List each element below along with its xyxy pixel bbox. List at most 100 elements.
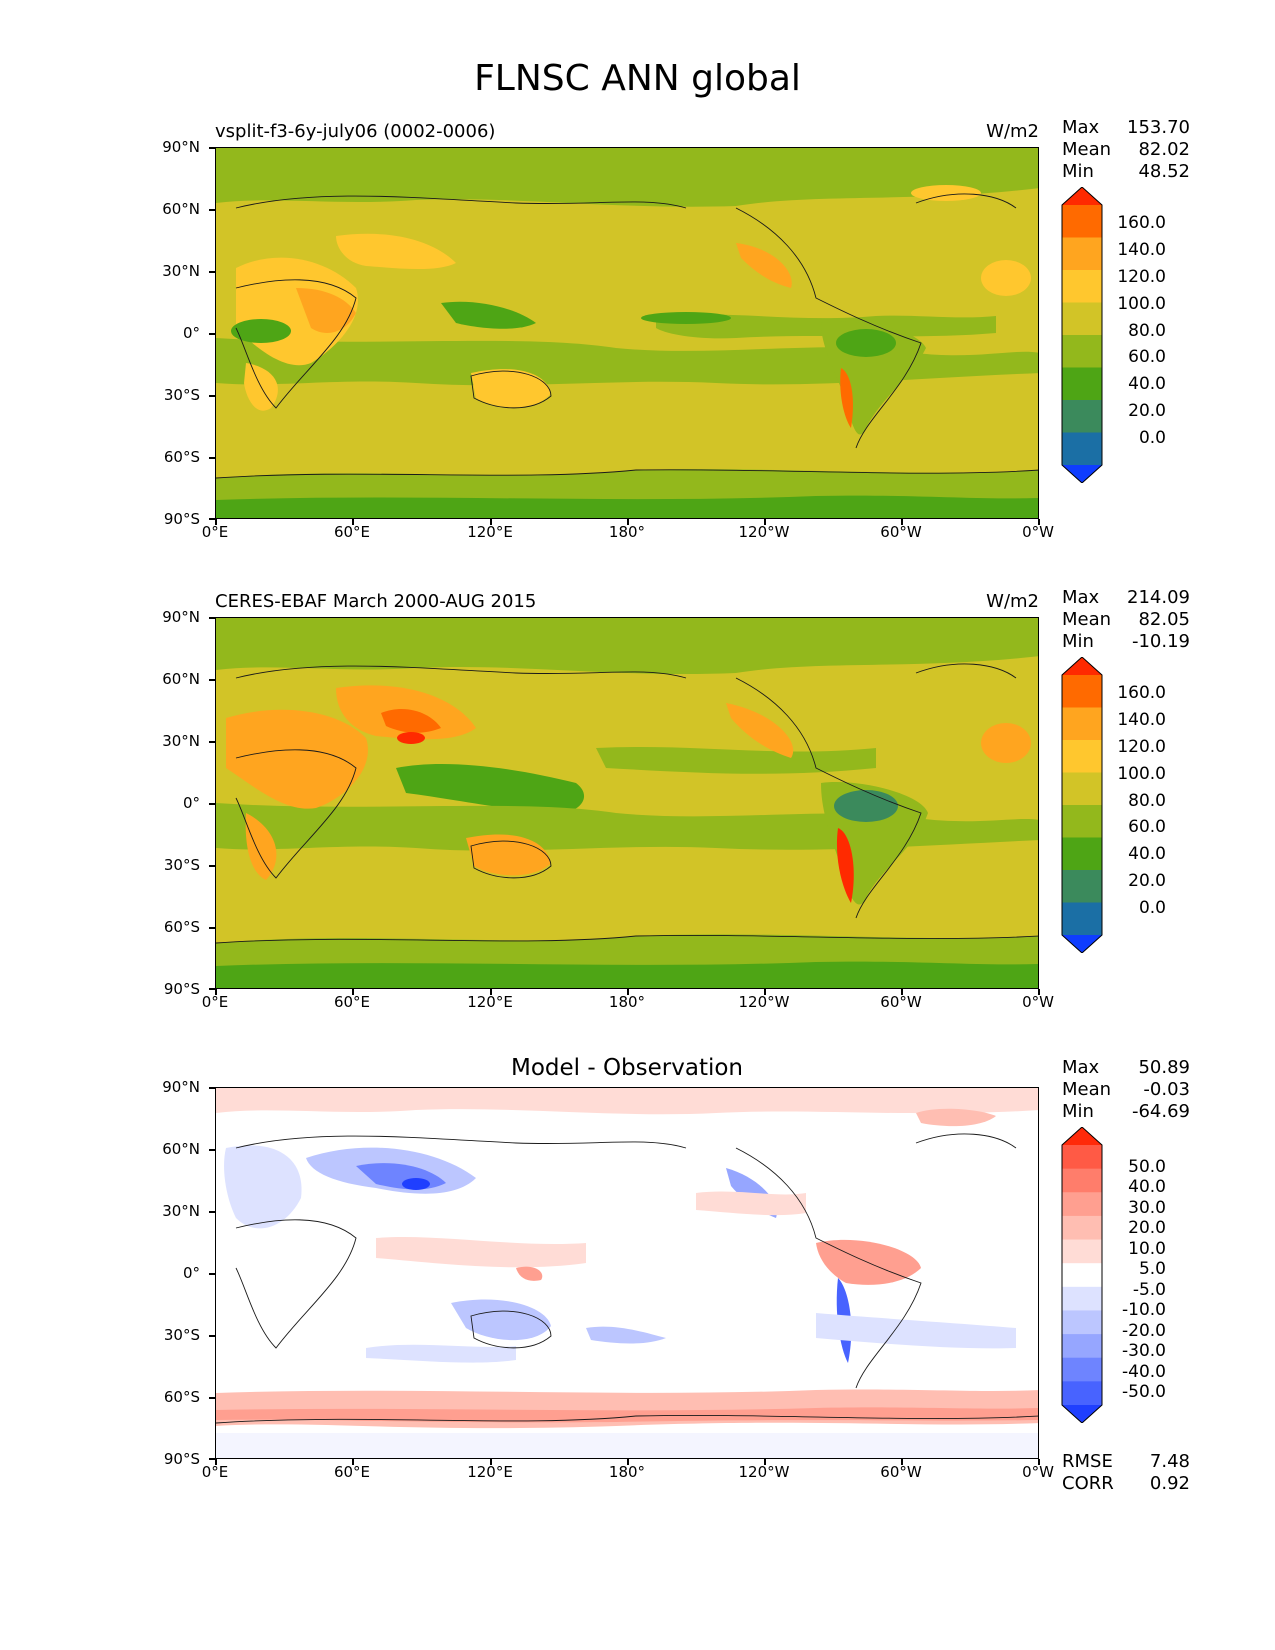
colorbar-swatch xyxy=(1062,1192,1102,1217)
colorbar-extend-max xyxy=(1062,657,1102,675)
colorbar-label: 20.0 xyxy=(1128,401,1166,421)
score-label: CORR xyxy=(1062,1473,1114,1494)
colorbar-swatch xyxy=(1062,870,1102,903)
colorbar-swatch xyxy=(1062,1145,1102,1170)
y-tick-label: 30°N xyxy=(162,732,200,750)
stats-block: Max 153.70 Mean 82.02 Min 48.52 xyxy=(1062,117,1190,183)
stat-label: Max xyxy=(1062,1057,1100,1078)
colorbar-label: 40.0 xyxy=(1128,374,1166,394)
y-tick-label: 60°N xyxy=(162,670,200,688)
x-tick-label: 60°W xyxy=(880,1463,922,1481)
x-tick-label: 0°E xyxy=(201,993,229,1011)
stat-value: -10.19 xyxy=(1131,631,1190,652)
y-tick-label: 0° xyxy=(182,1264,200,1282)
colorbar-label: 40.0 xyxy=(1128,1177,1166,1197)
colorbar-label: -30.0 xyxy=(1122,1341,1166,1361)
stat-label: Mean xyxy=(1062,1079,1112,1100)
colorbar-outline xyxy=(1061,187,1103,483)
colorbar-swatch xyxy=(1062,1263,1102,1288)
colorbar-label: -20.0 xyxy=(1122,1321,1166,1341)
stat-label: Min xyxy=(1062,161,1094,182)
score-value: 0.92 xyxy=(1149,1473,1190,1494)
colorbar-swatch xyxy=(1062,1215,1102,1241)
x-tick-label: 60°E xyxy=(333,523,371,541)
colorbar xyxy=(1061,187,1103,483)
x-tick-label: 0°E xyxy=(201,523,229,541)
colorbar-swatch xyxy=(1062,400,1102,433)
figure-title: FLNSC ANN global xyxy=(474,58,801,99)
colorbar-label: 60.0 xyxy=(1128,817,1166,837)
colorbar-swatch xyxy=(1062,772,1102,806)
colorbar-label: 80.0 xyxy=(1128,321,1166,341)
colorbar-extend-max xyxy=(1062,1127,1102,1145)
y-tick-label: 60°S xyxy=(163,448,200,466)
colorbar-label: -50.0 xyxy=(1122,1382,1166,1402)
colorbar-swatch xyxy=(1062,1168,1102,1193)
y-tick-label: 0° xyxy=(182,324,200,342)
panel-model: vsplit-f3-6y-july06 (0002-0006) W/m2 xyxy=(0,115,1275,555)
y-tick-label: 90°S xyxy=(163,980,200,998)
x-tick-label: 120°W xyxy=(738,523,790,541)
colorbar-extend-min xyxy=(1062,1405,1102,1423)
colorbar-label: 0.0 xyxy=(1138,428,1166,448)
stat-label: Max xyxy=(1062,117,1100,138)
stat-value: 82.02 xyxy=(1138,139,1190,160)
colorbar-label: 140.0 xyxy=(1117,240,1166,260)
colorbar-swatch xyxy=(1062,902,1102,936)
colorbar-label: 120.0 xyxy=(1117,737,1166,757)
colorbar-swatch xyxy=(1062,1381,1102,1406)
colorbar-outline xyxy=(1061,1127,1103,1423)
colorbar-label: 0.0 xyxy=(1138,898,1166,918)
map-model xyxy=(215,147,1039,519)
score-label: RMSE xyxy=(1062,1451,1113,1472)
colorbar-extend-min xyxy=(1062,465,1102,483)
colorbar-swatch xyxy=(1062,367,1102,401)
colorbar-label: 20.0 xyxy=(1128,871,1166,891)
colorbar-swatch xyxy=(1062,805,1102,838)
y-tick-label: 90°N xyxy=(162,1078,200,1096)
colorbar-swatch xyxy=(1062,1310,1102,1335)
colorbar-swatch xyxy=(1062,270,1102,303)
y-tick-label: 90°N xyxy=(162,138,200,156)
colorbar-swatch xyxy=(1062,740,1102,773)
colorbar-label: 60.0 xyxy=(1128,347,1166,367)
panel-left-title: CERES-EBAF March 2000-AUG 2015 xyxy=(215,591,537,612)
stat-label: Min xyxy=(1062,1101,1094,1122)
panel-difference: Model - Observation xyxy=(0,1055,1275,1495)
stat-value: 153.70 xyxy=(1127,117,1190,138)
stats-block: Max 50.89 Mean -0.03 Min -64.69 xyxy=(1062,1057,1190,1123)
panel-units: W/m2 xyxy=(986,591,1039,612)
colorbar-label: 80.0 xyxy=(1128,791,1166,811)
panel-observation: CERES-EBAF March 2000-AUG 2015 W/m2 xyxy=(0,585,1275,1025)
x-tick-label: 0°W xyxy=(1022,993,1054,1011)
colorbar-outline xyxy=(1061,657,1103,953)
stat-value: -0.03 xyxy=(1143,1079,1190,1100)
colorbar-label: 5.0 xyxy=(1138,1259,1166,1279)
colorbar-label: 30.0 xyxy=(1128,1198,1166,1218)
colorbar-label: 10.0 xyxy=(1128,1239,1166,1259)
colorbar-label: 100.0 xyxy=(1117,294,1166,314)
colorbar-swatch xyxy=(1062,675,1102,708)
x-tick-label: 0°W xyxy=(1022,1463,1054,1481)
x-tick-label: 60°W xyxy=(880,523,922,541)
colorbar-swatch xyxy=(1062,205,1102,238)
map-observation xyxy=(215,617,1039,989)
stat-value: 82.05 xyxy=(1138,609,1190,630)
colorbar-swatch xyxy=(1062,1357,1102,1382)
x-tick-label: 180° xyxy=(608,993,646,1011)
colorbar-label: 20.0 xyxy=(1128,1218,1166,1238)
colorbar-swatch xyxy=(1062,1239,1102,1264)
score-value: 7.48 xyxy=(1149,1451,1190,1472)
x-tick-label: 60°W xyxy=(880,993,922,1011)
skill-scores: RMSE 7.48 CORR 0.92 xyxy=(1062,1451,1190,1495)
colorbar-swatch xyxy=(1062,302,1102,336)
y-tick-label: 30°S xyxy=(163,1326,200,1344)
colorbar-label: 100.0 xyxy=(1117,764,1166,784)
x-tick-label: 120°E xyxy=(467,993,513,1011)
stat-label: Mean xyxy=(1062,609,1112,630)
x-tick-label: 120°E xyxy=(467,523,513,541)
colorbar-swatch xyxy=(1062,335,1102,368)
x-tick-label: 120°W xyxy=(738,1463,790,1481)
stat-value: 214.09 xyxy=(1127,587,1190,608)
colorbar-swatch xyxy=(1062,707,1102,741)
